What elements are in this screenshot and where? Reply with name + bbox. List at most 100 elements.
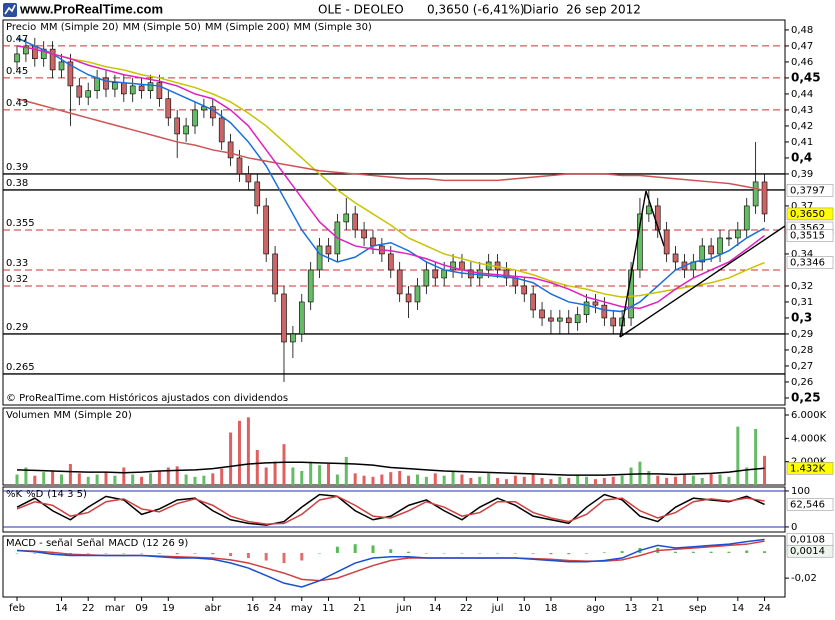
plot-area: [15, 417, 767, 485]
histogram-bar: [140, 552, 144, 554]
legend-label: MACD: [108, 538, 138, 549]
x-tick-label: sep: [689, 603, 707, 614]
candle-body: [14, 53, 20, 63]
legend-label: (14 3 5): [47, 489, 87, 500]
candle-body: [156, 82, 163, 100]
histogram-bar: [727, 551, 731, 553]
quote: 0,3650 (-6,41%): [427, 3, 525, 17]
volume-bar: [300, 471, 304, 485]
volume-bar: [326, 464, 330, 485]
histogram-bar: [246, 552, 250, 559]
value-label: 0,3515: [790, 231, 825, 242]
volume-bar: [451, 471, 455, 485]
volume-bar: [246, 417, 250, 485]
y-tick-label: 0,34: [791, 249, 813, 260]
volume-bar: [424, 476, 428, 485]
legend-label: MM (Simple 200): [205, 22, 290, 33]
volume-bar: [140, 476, 144, 485]
volume-bar: [77, 473, 81, 485]
price-panel: [2, 19, 786, 406]
candle-body: [254, 181, 261, 207]
legend-label: MACD - señal: [6, 538, 73, 549]
candle-body: [735, 229, 741, 239]
volume-bar: [237, 420, 241, 485]
volume-bar: [522, 476, 526, 485]
volume-bar: [122, 467, 126, 485]
level-label: 0.32: [6, 274, 28, 285]
candle-body: [548, 317, 554, 322]
volume-bar: [68, 464, 72, 485]
legend-label: MM (Simple 20): [54, 410, 132, 421]
series-line: [16, 45, 765, 298]
histogram-bar: [407, 551, 411, 553]
volume-bar: [558, 476, 562, 485]
candle-body: [23, 45, 29, 55]
histogram-bar: [620, 551, 624, 553]
histogram-bar: [424, 552, 428, 554]
candle-body: [32, 45, 38, 60]
y-tick-label: 0: [791, 522, 797, 533]
level-label: 0.355: [6, 218, 35, 229]
histogram-bar: [353, 544, 357, 553]
volume-bar: [95, 474, 99, 485]
candle-body: [316, 245, 323, 271]
volume-bar: [593, 479, 597, 485]
level-label: 0.47: [6, 34, 28, 45]
volume-bar: [549, 479, 553, 485]
volume-bar: [442, 475, 446, 485]
candle-body: [307, 269, 314, 303]
candle-body: [557, 317, 563, 322]
candle-body: [414, 285, 421, 303]
trend-line: [619, 225, 786, 338]
plot-area: [15, 538, 767, 588]
histogram-bar: [496, 552, 500, 554]
volume-bar: [709, 473, 713, 485]
volume-bar: [318, 465, 322, 485]
histogram-bar: [478, 552, 482, 554]
candle-body: [183, 125, 189, 135]
y-tick-label: 100: [791, 486, 810, 497]
volume-bar: [656, 475, 660, 485]
candle-body: [663, 229, 670, 255]
volume-bar: [682, 474, 686, 485]
histogram-bar: [709, 551, 713, 553]
volume-bar: [220, 468, 224, 485]
x-tick-label: 10: [518, 603, 531, 614]
x-tick-label: may: [291, 603, 313, 614]
histogram-bar: [211, 552, 215, 555]
volume-bar: [157, 471, 161, 485]
histogram-bar: [15, 552, 19, 554]
y-tick-label: 0,41: [791, 137, 813, 148]
x-tick-label: 21: [651, 603, 664, 614]
volume-bar: [282, 444, 286, 485]
level-label: 0.38: [6, 178, 28, 189]
series-line: [16, 538, 765, 588]
y-tick-label: 0,46: [791, 57, 813, 68]
candle-body: [138, 85, 145, 92]
legend-label: MM (Simple 30): [294, 22, 372, 33]
volume-bar: [691, 475, 695, 485]
volume-bar: [33, 475, 37, 485]
volume-bar: [736, 426, 740, 485]
x-tick-label: 22: [460, 603, 473, 614]
legend-label: %D: [26, 489, 44, 500]
volume-bar: [504, 479, 508, 485]
y-tick-label: 0,32: [791, 281, 813, 292]
volume-bar: [727, 476, 731, 485]
candle-body: [298, 301, 305, 335]
trend-line: [619, 190, 647, 338]
histogram-bar: [282, 552, 286, 564]
volume-bar: [184, 474, 188, 485]
candle-body: [539, 309, 545, 319]
volume-bar: [371, 476, 375, 485]
histogram-bar: [193, 552, 197, 554]
volume-bar: [531, 474, 535, 485]
x-tick-label: 22: [82, 603, 95, 614]
x-tick-label: 14: [429, 603, 442, 614]
candle-body: [325, 245, 332, 255]
x-tick-label: 11: [322, 603, 335, 614]
candle-body: [726, 237, 732, 240]
value-box: [786, 462, 834, 475]
candle-body: [290, 333, 296, 343]
candle-body: [610, 317, 617, 327]
